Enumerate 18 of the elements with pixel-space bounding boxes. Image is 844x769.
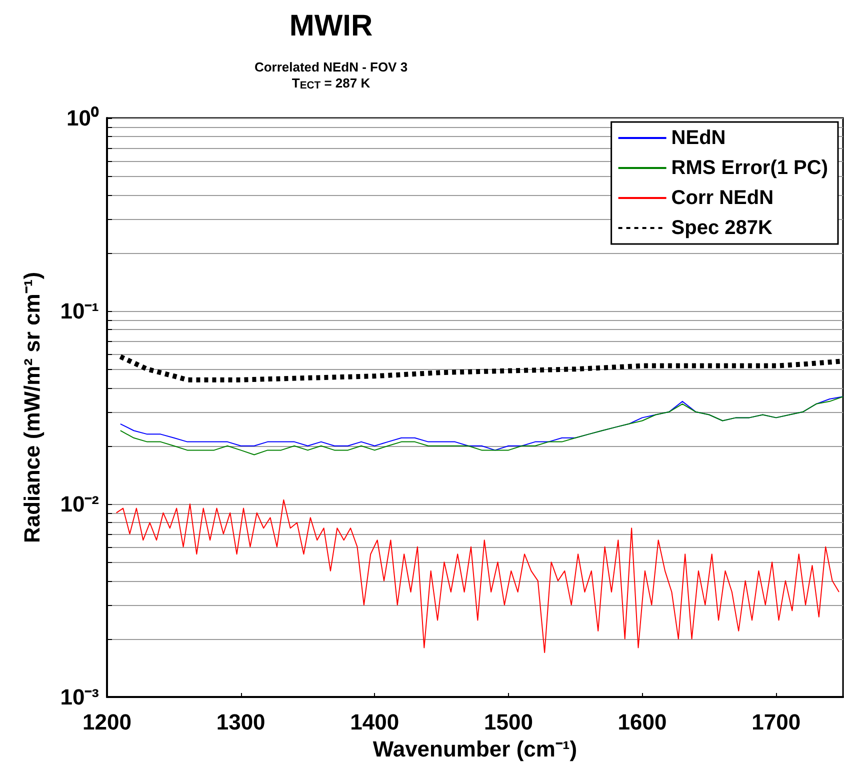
legend-label: RMS Error(1 PC) <box>671 157 828 179</box>
y-tick-label: 10⁻³ <box>60 684 99 710</box>
chart-title: MWIR <box>289 10 373 42</box>
y-tick-label: 10⁰ <box>66 106 99 130</box>
legend-label: Spec 287K <box>671 217 774 239</box>
legend-label: Corr NEdN <box>671 187 774 209</box>
x-tick-label: 1300 <box>216 710 266 734</box>
x-tick-label: 1500 <box>484 710 533 734</box>
y-axis-title: Radiance (mW/m² sr cm⁻¹) <box>20 272 44 544</box>
x-tick-label: 1400 <box>350 710 400 734</box>
legend-label: NEdN <box>671 127 726 149</box>
y-tick-label: 10⁻² <box>60 492 99 516</box>
x-tick-label: 1600 <box>618 710 667 734</box>
x-tick-label: 1200 <box>82 710 132 734</box>
line-series <box>116 499 840 654</box>
y-tick-label: 10⁻¹ <box>60 298 99 324</box>
x-axis-title: Wavenumber (cm⁻¹) <box>372 736 578 762</box>
x-tick-label: 1700 <box>752 710 801 734</box>
